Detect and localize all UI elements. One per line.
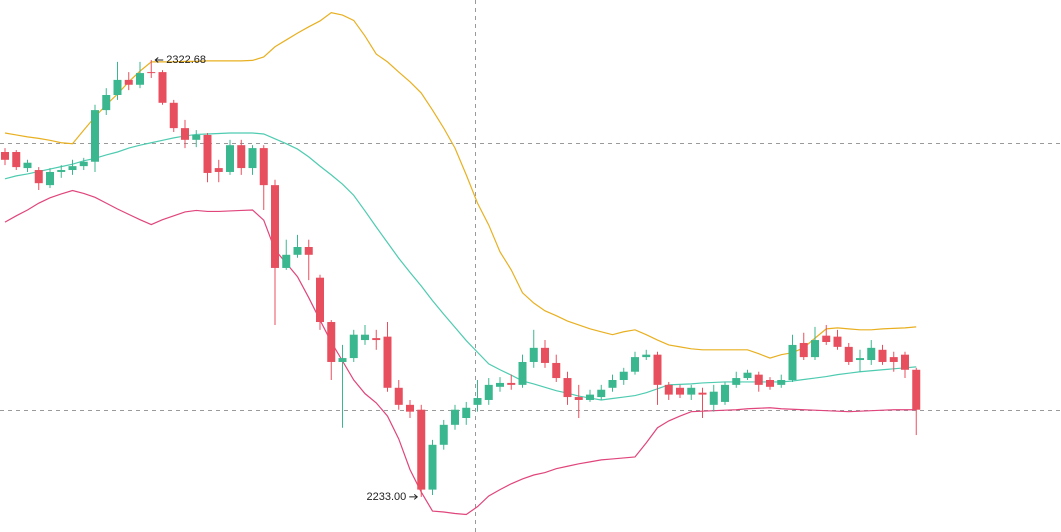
candle-body xyxy=(777,380,786,385)
candle-body xyxy=(698,392,707,395)
candle-body xyxy=(439,424,448,445)
candle-body xyxy=(406,404,414,412)
candle-body xyxy=(743,372,752,379)
annotation-label: 2322.68 xyxy=(166,54,206,66)
annotation-arrow xyxy=(154,57,164,63)
candle-body xyxy=(349,334,358,359)
candle-body xyxy=(226,145,234,172)
candle-body xyxy=(687,387,696,395)
candle-body xyxy=(844,346,853,362)
candle-body xyxy=(293,247,302,255)
candle-body xyxy=(597,389,606,398)
candle-body xyxy=(361,334,369,341)
candle-body xyxy=(574,397,583,400)
candle-body xyxy=(766,380,774,387)
candle-body xyxy=(12,152,21,168)
candle-body xyxy=(484,384,493,400)
candle-body xyxy=(754,374,763,385)
candle-body xyxy=(338,358,347,362)
candle-body xyxy=(496,382,504,387)
candle-body xyxy=(248,148,257,169)
candle-body xyxy=(619,371,628,380)
candle-body xyxy=(372,338,381,341)
candle-body xyxy=(653,354,662,385)
annotation-label: 2233.00 xyxy=(366,491,406,503)
candle-body xyxy=(169,102,178,129)
candle-body xyxy=(136,73,144,85)
candle-body xyxy=(721,384,729,402)
candle-body xyxy=(912,369,921,410)
candle-body xyxy=(856,358,864,361)
candle-body xyxy=(237,145,246,169)
candle-body xyxy=(158,72,167,103)
candle-body xyxy=(811,340,819,358)
candle-body xyxy=(518,361,527,385)
candle-body xyxy=(642,354,651,358)
candle-body xyxy=(383,336,392,388)
band-line xyxy=(4,132,917,401)
candle-body xyxy=(181,128,189,140)
candle-body xyxy=(867,347,876,361)
candle-body xyxy=(91,110,99,162)
candle-body xyxy=(833,336,842,347)
candle-body xyxy=(113,79,122,95)
candle-body xyxy=(676,387,684,395)
candle-body xyxy=(304,247,313,255)
annotation-arrow xyxy=(409,494,419,500)
candle-body xyxy=(529,347,538,362)
candle-body xyxy=(428,444,437,490)
candle-body xyxy=(1,152,9,160)
candle-body xyxy=(709,391,718,405)
candle-body xyxy=(271,185,279,268)
candle-body xyxy=(878,349,887,362)
candle-body xyxy=(563,378,572,398)
candle-body xyxy=(608,380,617,388)
candle-body xyxy=(34,170,43,184)
candle-body xyxy=(259,148,268,186)
candle-body xyxy=(68,166,77,171)
candle-body xyxy=(23,162,32,169)
candle-body xyxy=(46,171,54,186)
candle-body xyxy=(631,357,639,372)
band-line xyxy=(4,12,917,359)
candle-body xyxy=(664,384,673,395)
candle-body xyxy=(586,394,594,400)
candle-body xyxy=(124,79,133,85)
candle-body xyxy=(147,72,156,74)
candle-body xyxy=(822,335,831,342)
candle-body xyxy=(57,170,66,172)
candle-body xyxy=(282,254,291,268)
candle-body xyxy=(394,387,403,405)
candle-body xyxy=(473,398,482,405)
candle-body xyxy=(79,161,88,167)
candle-body xyxy=(462,407,471,418)
candle-body xyxy=(732,378,741,385)
candle-body xyxy=(507,382,516,385)
candle-body xyxy=(417,409,426,490)
candle-body xyxy=(192,134,201,140)
candle-body xyxy=(316,277,324,323)
candle-body xyxy=(214,168,223,172)
candle-body xyxy=(552,362,561,379)
band-line xyxy=(4,189,917,516)
candle-body xyxy=(799,342,808,358)
candle-body xyxy=(327,322,336,362)
candle-body xyxy=(541,347,549,363)
candle-body xyxy=(788,344,797,380)
candle-body xyxy=(889,357,898,362)
candle-body xyxy=(102,95,111,111)
candle-body xyxy=(451,409,459,425)
candle-body xyxy=(203,134,212,173)
candle-body xyxy=(901,354,909,370)
